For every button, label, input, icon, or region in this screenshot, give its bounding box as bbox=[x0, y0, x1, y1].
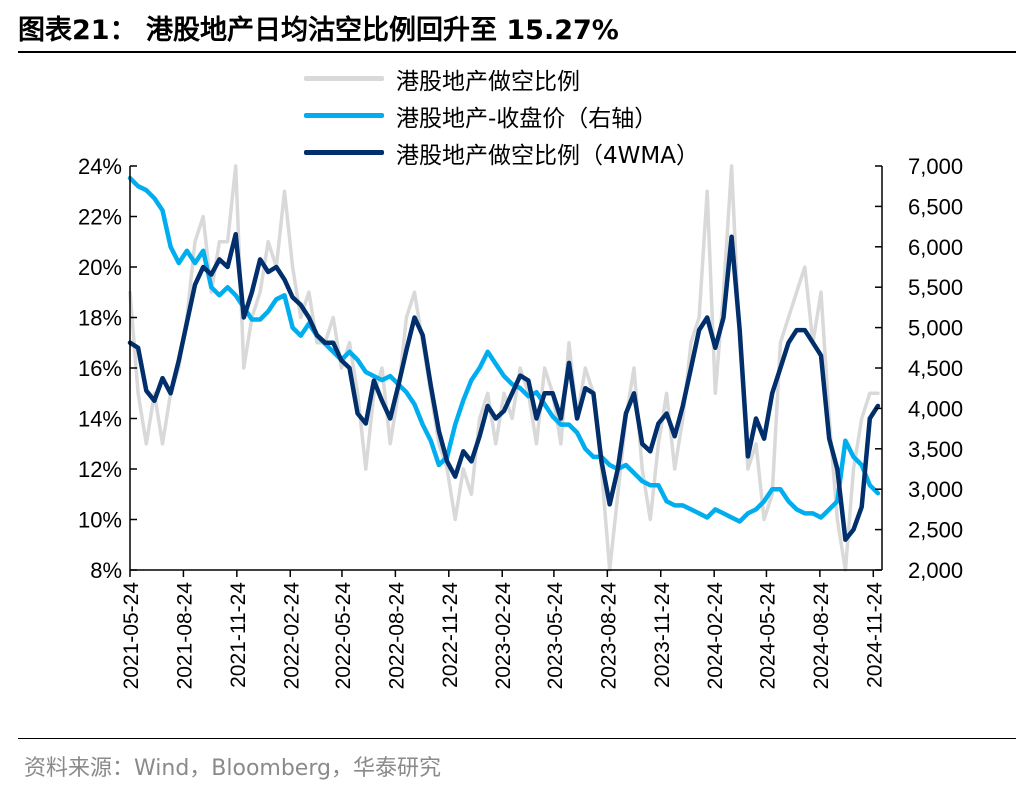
x-axis-tick-label: 2022-02-24 bbox=[280, 582, 303, 690]
series-line-close-price bbox=[127, 175, 881, 524]
left-axis-tick-label: 8% bbox=[90, 558, 122, 583]
right-axis-tick-label: 6,500 bbox=[908, 194, 963, 219]
legend-swatch-4wma bbox=[304, 150, 384, 155]
x-axis-tick-label: 2021-08-24 bbox=[173, 582, 196, 690]
legend-label-short-ratio: 港股地产做空比例 bbox=[396, 69, 580, 95]
series-line-short-ratio bbox=[128, 164, 880, 572]
left-axis-tick-label: 22% bbox=[78, 205, 122, 230]
right-axis-tick-label: 2,500 bbox=[908, 518, 963, 543]
right-axis-tick-label: 2,000 bbox=[908, 558, 963, 583]
left-axis-tick-label: 20% bbox=[78, 255, 122, 280]
x-axis-tick-label: 2024-11-24 bbox=[863, 582, 886, 688]
legend-label-close-price: 港股地产-收盘价（右轴） bbox=[396, 106, 658, 132]
chart-title: 图表21： 港股地产日均沽空比例回升至 15.27% bbox=[18, 15, 619, 46]
series-line-4wma bbox=[127, 231, 881, 542]
x-axis-tick-label: 2024-08-24 bbox=[810, 582, 833, 690]
left-axis-tick-label: 10% bbox=[78, 508, 122, 533]
left-axis-tick-label: 18% bbox=[78, 306, 122, 331]
legend-swatch-short-ratio bbox=[304, 76, 384, 81]
x-axis-tick-label: 2024-02-24 bbox=[704, 582, 727, 690]
title-divider bbox=[18, 51, 1016, 53]
series-layer bbox=[127, 164, 881, 572]
right-axis-tick-label: 4,000 bbox=[908, 396, 963, 421]
source-note: 资料来源：Wind，Bloomberg，华泰研究 bbox=[24, 756, 441, 781]
right-axis-tick-label: 4,500 bbox=[908, 356, 963, 381]
footer-divider bbox=[18, 738, 1016, 739]
legend-swatch-close-price bbox=[304, 113, 384, 118]
right-axis-tick-label: 3,500 bbox=[908, 437, 963, 462]
legend-item-close-price: 港股地产-收盘价（右轴） bbox=[304, 99, 784, 132]
right-axis-tick-label: 5,500 bbox=[908, 275, 963, 300]
legend-label-4wma: 港股地产做空比例（4WMA） bbox=[396, 143, 699, 169]
right-axis-tick-label: 7,000 bbox=[908, 154, 963, 179]
x-axis-tick-label: 2022-11-24 bbox=[439, 582, 462, 688]
x-axis-tick-label: 2022-08-24 bbox=[385, 582, 408, 690]
x-axis-tick-label: 2024-05-24 bbox=[756, 582, 779, 690]
right-axis-tick-label: 5,000 bbox=[908, 316, 963, 341]
axes-layer: 8% 10% 12% 14% 16% 18% 20% 22% 24% 2,000 2,500 3,00… bbox=[78, 154, 963, 689]
x-axis-tick-label: 2023-11-24 bbox=[651, 582, 674, 688]
right-axis-tick-label: 3,000 bbox=[908, 477, 963, 502]
legend-item-4wma: 港股地产做空比例（4WMA） bbox=[304, 136, 784, 169]
right-axis-tick-label: 6,000 bbox=[908, 235, 963, 260]
x-axis-tick-label: 2023-05-24 bbox=[544, 582, 567, 690]
left-axis-tick-label: 24% bbox=[78, 154, 122, 179]
x-axis-tick-label: 2023-02-24 bbox=[492, 582, 515, 690]
left-axis-tick-label: 14% bbox=[78, 407, 122, 432]
left-axis-tick-label: 16% bbox=[78, 356, 122, 381]
left-axis-tick-label: 12% bbox=[78, 457, 122, 482]
x-axis-tick-label: 2023-08-24 bbox=[597, 582, 620, 690]
x-axis-tick-label: 2022-05-24 bbox=[332, 582, 355, 690]
x-axis-tick-label: 2021-11-24 bbox=[227, 582, 250, 688]
legend-item-short-ratio: 港股地产做空比例 bbox=[304, 62, 784, 95]
x-axis-tick-label: 2021-05-24 bbox=[120, 582, 143, 690]
